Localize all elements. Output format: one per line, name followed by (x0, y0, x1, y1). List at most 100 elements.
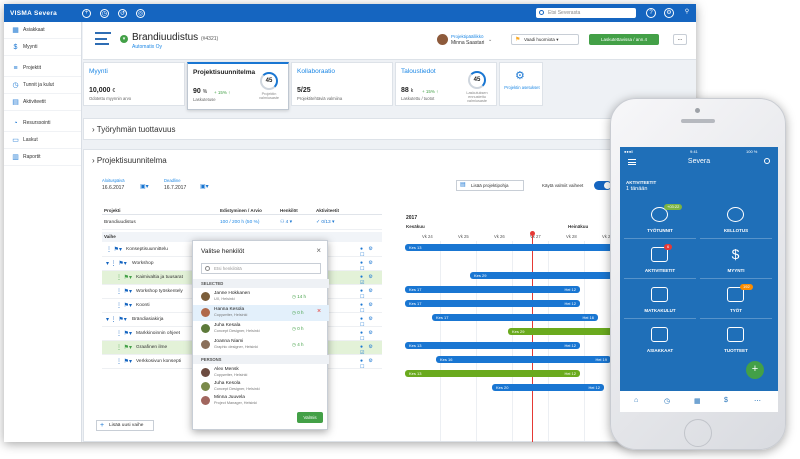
global-search-input[interactable]: Etsi Severasta (536, 8, 636, 18)
gantt-bar[interactable]: Kes 29 (508, 328, 696, 335)
compass-icon[interactable]: ◎ (136, 8, 145, 18)
confirm-button[interactable]: Valmis (297, 412, 323, 423)
project-status-icon[interactable]: ▾ (120, 35, 128, 43)
list-item[interactable]: Juha Kesala Concept Designer, Helsinki ◷ 0… (193, 321, 329, 337)
search-icon[interactable] (764, 158, 770, 164)
list-item[interactable]: Juha Kesola Concept Designer, Helsinki (193, 379, 329, 395)
sidebar-item-activities[interactable]: ▤ Aktiviteetit (4, 94, 81, 111)
dollar-icon[interactable]: $ (724, 397, 728, 404)
building-icon: ▦ (12, 26, 19, 34)
avatar (201, 324, 210, 333)
row-actions: ● ⚙ ☐ (360, 302, 375, 314)
document-icon (727, 327, 744, 342)
gantt-bar[interactable]: Kes 17 Hei 16 (432, 314, 598, 321)
gantt-bar[interactable]: Kes 17 Hei 12 (405, 300, 580, 307)
resources-icon: ◔ (13, 119, 18, 127)
more-button[interactable]: ... (673, 34, 687, 45)
stopwatch-icon (727, 207, 744, 222)
add-icon[interactable]: + (82, 8, 91, 18)
progress-ring: 45 (260, 72, 278, 90)
sidebar-item-projects[interactable]: ≡ Projektit (4, 60, 81, 77)
settings-icon[interactable]: ⚙ (664, 8, 674, 18)
home-icon[interactable]: ⌂ (634, 397, 639, 404)
row-actions: ● ⚙ ☐ (360, 288, 375, 300)
project-company-link[interactable]: Automatix Oy (132, 44, 163, 50)
dollar-icon: $ (731, 246, 740, 262)
dollar-icon: $ (13, 43, 18, 51)
close-icon[interactable]: × (316, 246, 321, 255)
project-row[interactable]: Brandiuudistus 100 / 200 h (50 %) ⚇ 4 ▾ … (102, 216, 382, 230)
gantt-bar[interactable]: Kes 13 Hei 12 (405, 342, 580, 349)
person-search-input[interactable]: Etsi henkilöitä (201, 263, 321, 274)
sidebar-item-hours[interactable]: ◷ Tunnit ja kulut (4, 77, 81, 94)
tile-work-hours[interactable]: +03:22 TYÖTUNNIT (624, 203, 696, 239)
invoice-status-button[interactable]: Laskutettavissa / ann.4 (589, 34, 659, 45)
gantt-bar[interactable]: Kes 13 Hei 12 (405, 370, 580, 377)
attention-button[interactable]: ⚑ Vaadi huomiota ▾ (511, 34, 579, 45)
gantt-bar[interactable]: Kes 16 Hei 19 (436, 356, 611, 363)
more-icon[interactable]: ⋯ (754, 398, 761, 405)
pm-name[interactable]: Minna Saastari (451, 40, 485, 46)
sidebar-item-resources[interactable]: ◔ Resurssointi (4, 115, 81, 132)
chart-icon: ▥ (12, 153, 19, 161)
gantt-bar[interactable]: Kes 20 Hei 12 (492, 384, 604, 391)
start-date[interactable]: 16.6.2017 (102, 185, 125, 191)
gantt-bar[interactable]: Kes 17 Hei 12 (405, 286, 580, 293)
card-collaboration[interactable]: Kollaboraatio 5/25 Projektitehtäviä valm… (291, 62, 393, 106)
main-content: ▾ Brandiuudistus (#4321) Automatix Oy Pr… (83, 22, 696, 442)
avatar (201, 340, 210, 349)
tile-activities[interactable]: 6 AKTIVITEETIT (624, 243, 696, 279)
tile-products[interactable]: TUOTTEET (700, 323, 772, 359)
gantt-bar[interactable]: Kes 29 (470, 272, 696, 279)
list-item[interactable]: Minna Juuvela Project Manager, Helsinki (193, 393, 329, 409)
add-template-button[interactable]: ▤ Lisää projektipohja (456, 180, 524, 191)
row-actions: ● ⚙ ☑ (360, 274, 375, 286)
user-icon[interactable]: ⚲ (684, 9, 690, 15)
clock-icon[interactable]: ◷ (664, 398, 671, 405)
list-item[interactable]: Janne Hokkanen UX, Helsinki ◷ 14 h (193, 289, 329, 305)
clock-icon: ◷ (12, 81, 19, 89)
tile-travel-expenses[interactable]: MATKAKULUT (624, 283, 696, 319)
list-item[interactable]: Alex Mensk Copywriter, Helsinki (193, 365, 329, 381)
avatar (437, 34, 448, 45)
row-actions: ● ⚙ ☐ (360, 330, 375, 342)
tile-tasks[interactable]: 192 TYÖT (700, 283, 772, 319)
history-icon[interactable]: ↺ (118, 8, 127, 18)
calendar-icon[interactable]: ▦ (694, 398, 701, 405)
sidebar-item-reports[interactable]: ▥ Raportit (4, 149, 81, 166)
home-button[interactable] (684, 419, 712, 447)
list-item[interactable]: Joanna Niami Graphic designer, Helsinki ◷ … (193, 337, 329, 353)
deadline-date[interactable]: 16.7.2017 (164, 185, 187, 191)
project-plan-section: › Projektisuunnitelma Aloituspäivä 16.6.… (83, 149, 696, 442)
card-project-plan[interactable]: Projektisuunnitelma 90 % + 15% ↑ Laskute… (187, 62, 289, 110)
timer-icon[interactable]: ◷ (100, 8, 109, 18)
card-sales[interactable]: Myynti 10,000 € Odotettu myynnin arvo (83, 62, 185, 106)
calendar-icon[interactable]: ▣▾ (200, 184, 209, 190)
avatar (201, 396, 210, 405)
help-icon[interactable]: ? (646, 8, 656, 18)
chevron-down-icon[interactable]: ⌄ (488, 37, 493, 43)
avatar (201, 382, 210, 391)
phases-toggle[interactable] (594, 181, 612, 190)
gantt-chart: 2017 Kesäkuu Heinäkuu Vk 24 Vk 25 Vk 26 … (402, 213, 696, 442)
tasks-icon (727, 287, 744, 302)
tile-timer[interactable]: KELLOTUS (700, 203, 772, 239)
add-phase-button[interactable]: + Lisää uusi vaihe (96, 420, 154, 431)
team-productivity-section[interactable]: › Työryhmän tuottavuus (83, 118, 696, 140)
grid-header: Projekti Edistyminen / Arvio Henkilöt Ak… (102, 206, 382, 215)
card-financials[interactable]: Taloustiedot 88 k + 15% ↑ Laskutettu / t… (395, 62, 497, 106)
card-settings[interactable]: ⚙ Projektin asetukset (499, 62, 543, 106)
list-item[interactable]: Hanna Kesola Copywriter, Helsinki ◷ 0 h × (193, 305, 329, 321)
sidebar-item-sales[interactable]: $ Myynti (4, 39, 81, 56)
sidebar-item-invoices[interactable]: ▭ Laskut (4, 132, 81, 149)
sidebar-item-customers[interactable]: ▦ Asiakkaat (4, 22, 81, 39)
calendar-icon[interactable]: ▣▾ (140, 184, 149, 190)
summary-cards: Myynti 10,000 € Odotettu myynnin arvo Pr… (83, 62, 543, 110)
add-button[interactable]: + (746, 361, 764, 379)
tile-sales[interactable]: $ MYYNTI (700, 243, 772, 279)
remove-icon[interactable]: × (317, 308, 322, 315)
gantt-bar[interactable]: Kes 13 (405, 244, 696, 251)
phase-header: Vaihe (102, 232, 382, 242)
tile-customers[interactable]: ASIAKKAAT (624, 323, 696, 359)
menu-icon[interactable] (628, 159, 636, 165)
